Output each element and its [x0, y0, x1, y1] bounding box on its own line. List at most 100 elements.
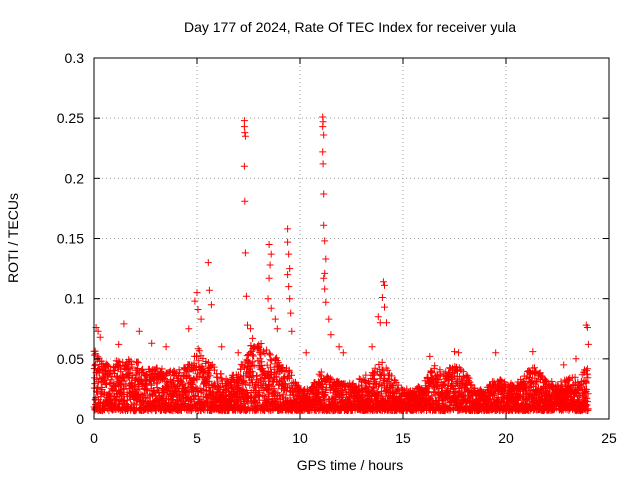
- data-point-spike: [264, 295, 272, 303]
- data-point: [267, 363, 274, 371]
- data-point: [383, 379, 391, 387]
- data-point-spike: [244, 321, 251, 329]
- data-point-spike: [96, 333, 104, 341]
- data-point-spike: [265, 241, 273, 248]
- y-tick-label: 0.15: [57, 231, 84, 247]
- data-point-spike: [426, 352, 434, 360]
- data-point: [428, 369, 436, 377]
- data-point: [264, 399, 272, 407]
- data-point: [583, 365, 591, 373]
- data-point: [317, 368, 325, 376]
- data-point: [433, 380, 441, 388]
- data-point: [532, 377, 540, 385]
- x-tick-label: 10: [292, 430, 308, 446]
- data-point-spike: [321, 285, 329, 293]
- data-point: [236, 373, 244, 381]
- data-point-spike: [284, 271, 292, 279]
- data-point: [104, 361, 112, 369]
- data-point: [583, 394, 591, 402]
- data-point-spike: [120, 320, 128, 328]
- data-point-spike: [191, 297, 199, 305]
- data-point-spike: [204, 259, 212, 267]
- data-point: [107, 376, 115, 384]
- y-axis-label: ROTI / TECUs: [5, 193, 21, 283]
- data-point-spike: [379, 278, 387, 286]
- data-point: [192, 383, 200, 391]
- data-point: [112, 357, 120, 365]
- data-point-spike: [319, 123, 327, 131]
- data-point: [195, 347, 203, 355]
- data-point-spike: [325, 315, 333, 323]
- data-point-spike: [321, 237, 329, 245]
- data-point: [188, 407, 195, 415]
- data-point: [369, 369, 377, 377]
- data-point-spike: [381, 303, 388, 311]
- data-point-spike: [455, 349, 463, 357]
- y-tick-label: 0.3: [65, 50, 85, 66]
- data-point: [265, 349, 273, 357]
- data-point: [176, 369, 184, 377]
- data-point: [113, 374, 121, 382]
- chart-title: Day 177 of 2024, Rate Of TEC Index for r…: [184, 19, 516, 35]
- data-point-spike: [197, 315, 205, 323]
- data-point-spike: [94, 327, 102, 335]
- data-point-spike: [185, 325, 193, 333]
- data-point-spike: [583, 324, 591, 331]
- data-point: [128, 363, 136, 371]
- data-point: [249, 358, 257, 366]
- data-point: [164, 386, 172, 394]
- data-point: [434, 381, 441, 389]
- data-point: [584, 374, 592, 382]
- data-point-spike: [286, 265, 294, 273]
- data-point: [253, 372, 261, 380]
- data-point-spike: [284, 225, 292, 233]
- data-point: [191, 391, 199, 399]
- data-point-spike: [319, 148, 327, 156]
- data-point: [175, 366, 183, 374]
- y-tick-label: 0.1: [65, 291, 85, 307]
- data-point: [142, 394, 150, 402]
- data-point: [368, 387, 376, 395]
- x-tick-label: 20: [498, 430, 514, 446]
- data-point-spike: [320, 131, 328, 139]
- data-point: [258, 358, 266, 366]
- data-point: [584, 390, 592, 398]
- data-point: [389, 382, 396, 390]
- data-point-spike: [240, 117, 248, 125]
- data-point: [139, 365, 146, 373]
- data-point-spike: [288, 327, 296, 335]
- data-point-spike: [451, 348, 458, 356]
- data-point: [271, 355, 279, 363]
- data-point: [440, 378, 448, 386]
- y-tick-label: 0.05: [57, 351, 84, 367]
- data-point: [464, 373, 472, 381]
- data-point-spike: [286, 295, 294, 303]
- data-point: [120, 377, 128, 385]
- data-point-spike: [255, 343, 263, 351]
- tick-labels: 0 0.05 0.1 0.15 0.2 0.25 0.3 0 5 10 15 20 25: [57, 50, 617, 446]
- data-point: [542, 376, 550, 384]
- data-point: [248, 351, 256, 359]
- data-point-spike: [322, 255, 330, 263]
- x-tick-label: 15: [395, 430, 411, 446]
- data-point-spike: [267, 250, 275, 258]
- data-point: [147, 381, 155, 389]
- data-point-spike: [115, 340, 123, 348]
- data-point: [393, 385, 401, 393]
- data-point: [450, 372, 458, 380]
- data-point: [195, 357, 203, 365]
- data-point: [403, 385, 411, 393]
- data-point: [153, 364, 161, 372]
- data-point-spike: [218, 343, 226, 351]
- data-point: [206, 372, 214, 380]
- data-point: [181, 383, 189, 391]
- data-point: [248, 368, 256, 376]
- data-point-spike: [266, 261, 274, 269]
- data-point: [250, 352, 257, 360]
- data-point: [388, 372, 396, 380]
- data-point-spike: [247, 325, 255, 333]
- data-point: [431, 362, 439, 370]
- plot-frame: [93, 57, 610, 420]
- data-point-spike: [327, 331, 335, 339]
